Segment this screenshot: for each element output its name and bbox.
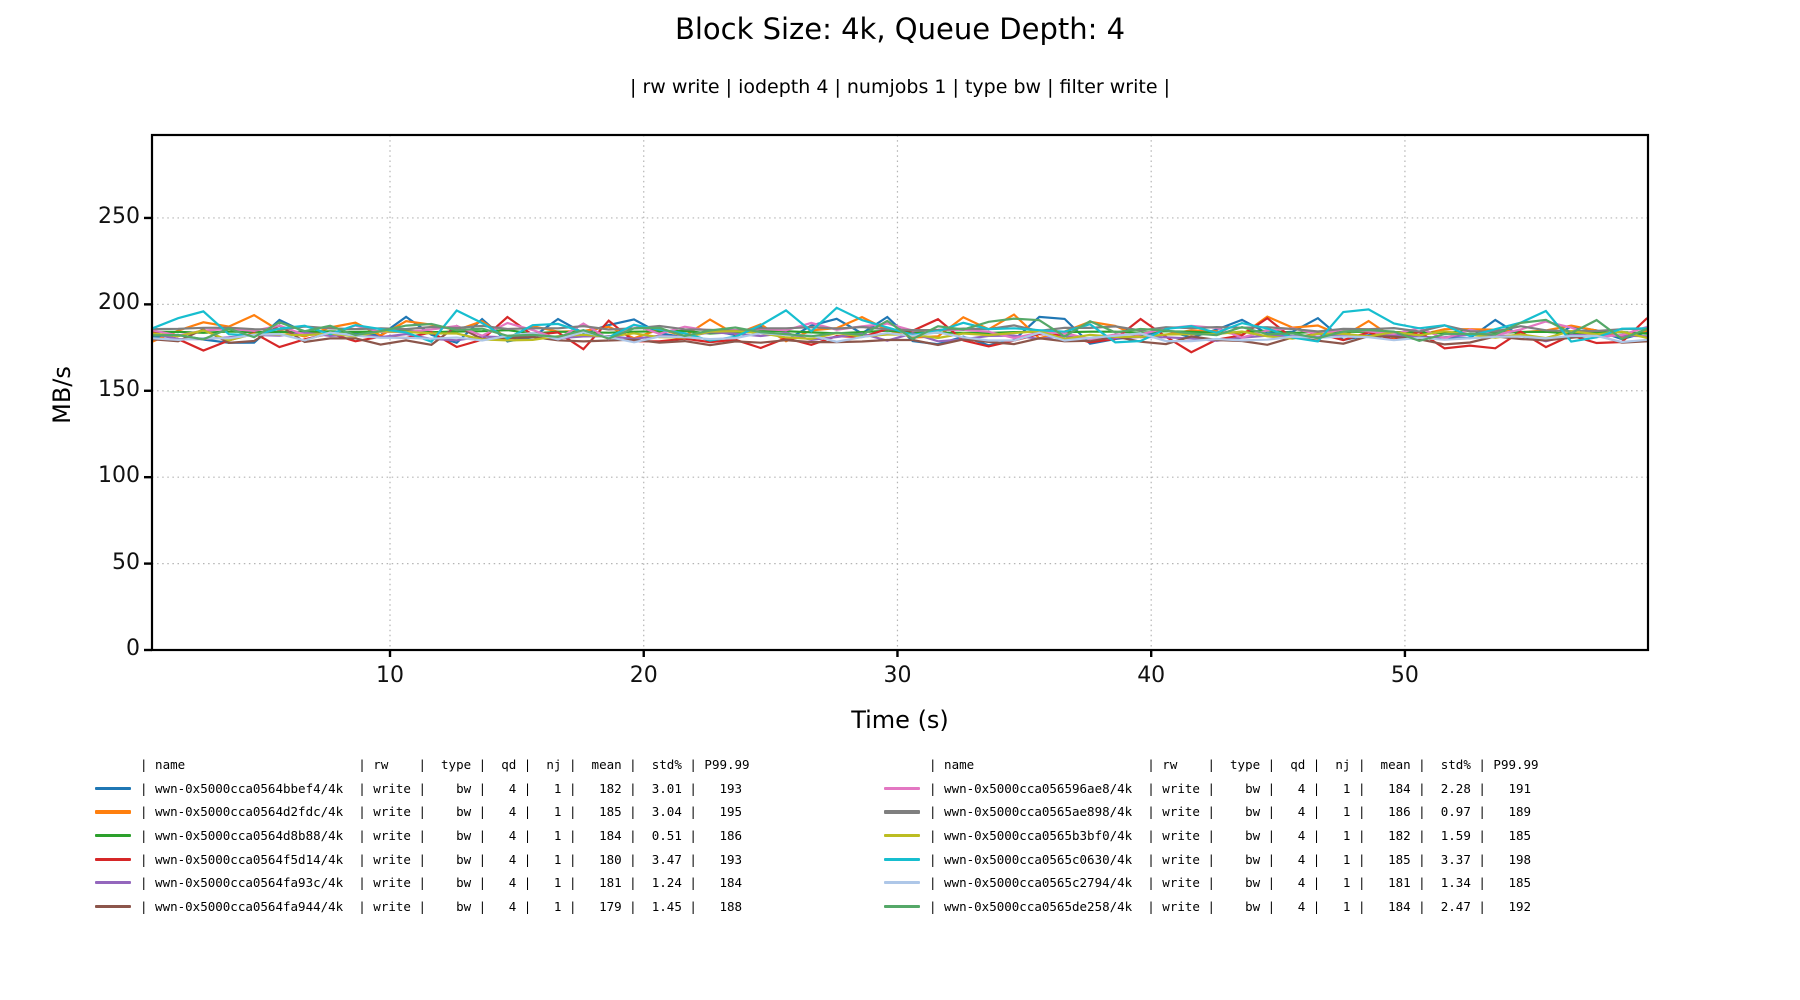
series-line [152,331,1648,343]
legend-row-text: | wwn-0x5000cca0565c0630/4k | write | bw… [929,851,1532,867]
legend-row: | wwn-0x5000cca0564bbef4/4k | write | bw… [95,777,750,801]
legend-right-column: | name | rw | type | qd | nj | mean | st… [884,753,1539,918]
x-tick-label: 50 [1390,663,1419,688]
legend-row: | wwn-0x5000cca056596ae8/4k | write | bw… [884,777,1539,801]
x-axis-label: Time (s) [851,706,949,734]
x-tick-label: 10 [376,663,404,688]
legend-row: | wwn-0x5000cca0564fa944/4k | write | bw… [95,895,750,919]
legend-series-swatch [884,904,920,908]
legend-series-swatch [884,810,920,814]
legend-row-text: | wwn-0x5000cca0564fa944/4k | write | bw… [140,898,743,914]
legend-series-swatch [884,833,920,838]
legend-row: | wwn-0x5000cca0564f5d14/4k | write | bw… [95,847,750,871]
series-line [152,317,1648,343]
legend-swatch-spacer [95,763,131,766]
legend-row-text: | wwn-0x5000cca0564d2fdc/4k | write | bw… [140,804,743,820]
legend-header-row: | name | rw | type | qd | nj | mean | st… [884,753,1539,777]
y-tick-label: 250 [98,203,140,229]
legend-row-text: | wwn-0x5000cca0565de258/4k | write | bw… [929,898,1532,914]
legend-row-text: | wwn-0x5000cca0565c2794/4k | write | bw… [929,875,1532,891]
legend-row: | wwn-0x5000cca0565de258/4k | write | bw… [884,895,1539,919]
plot-area [144,133,1650,657]
legend-row-text: | wwn-0x5000cca0565ae898/4k | write | bw… [929,804,1532,820]
legend-row-text: | name | rw | type | qd | nj | mean | st… [140,757,750,773]
legend-series-swatch [95,881,131,885]
legend-swatch-spacer [884,763,920,766]
legend-row-text: | wwn-0x5000cca0565b3bf0/4k | write | bw… [929,828,1532,844]
series-line [152,323,1648,347]
x-tick-label: 40 [1137,663,1166,688]
y-tick-label: 200 [98,290,140,316]
legend-left-column: | name | rw | type | qd | nj | mean | st… [95,753,750,918]
legend-row: | wwn-0x5000cca0564fa93c/4k | write | bw… [95,871,750,895]
legend-row: | wwn-0x5000cca0564d8b88/4k | write | bw… [95,824,750,848]
legend-row: | wwn-0x5000cca0564d2fdc/4k | write | bw… [95,800,750,824]
chart-subtitle: | rw write | iodepth 4 | numjobs 1 | typ… [630,76,1170,98]
legend-row-text: | wwn-0x5000cca0564fa93c/4k | write | bw… [140,875,743,891]
plot-frame [150,133,1650,652]
series-line [152,330,1648,344]
y-tick-label: 150 [98,376,140,402]
y-tick-label: 0 [126,636,140,661]
legend-series-swatch [884,786,920,790]
x-tick-label: 20 [629,663,658,688]
legend-row: | wwn-0x5000cca0565ae898/4k | write | bw… [884,800,1539,824]
legend-row: | wwn-0x5000cca0565c2794/4k | write | bw… [884,871,1539,895]
legend-row-text: | wwn-0x5000cca0564bbef4/4k | write | bw… [140,780,743,796]
y-tick-label: 50 [112,549,140,575]
x-tick-label: 30 [883,663,912,688]
y-tick-label: 100 [98,463,140,489]
legend-row: | wwn-0x5000cca0565c0630/4k | write | bw… [884,847,1539,871]
legend-series-swatch [884,881,920,885]
legend-row-text: | name | rw | type | qd | nj | mean | st… [929,757,1539,773]
legend-series-swatch [95,857,131,861]
legend-row: | wwn-0x5000cca0565b3bf0/4k | write | bw… [884,824,1539,848]
legend-row-text: | wwn-0x5000cca0564d8b88/4k | write | bw… [140,828,743,844]
chart-title: Block Size: 4k, Queue Depth: 4 [674,12,1126,46]
legend-series-swatch [884,857,920,861]
legend-row-text: | wwn-0x5000cca0564f5d14/4k | write | bw… [140,851,743,867]
legend-series-swatch [95,786,131,790]
legend-series-swatch [95,833,131,838]
legend-header-row: | name | rw | type | qd | nj | mean | st… [95,753,750,777]
legend-series-swatch [95,810,131,814]
legend-series-swatch [95,904,131,908]
legend-row-text: | wwn-0x5000cca056596ae8/4k | write | bw… [929,780,1532,796]
